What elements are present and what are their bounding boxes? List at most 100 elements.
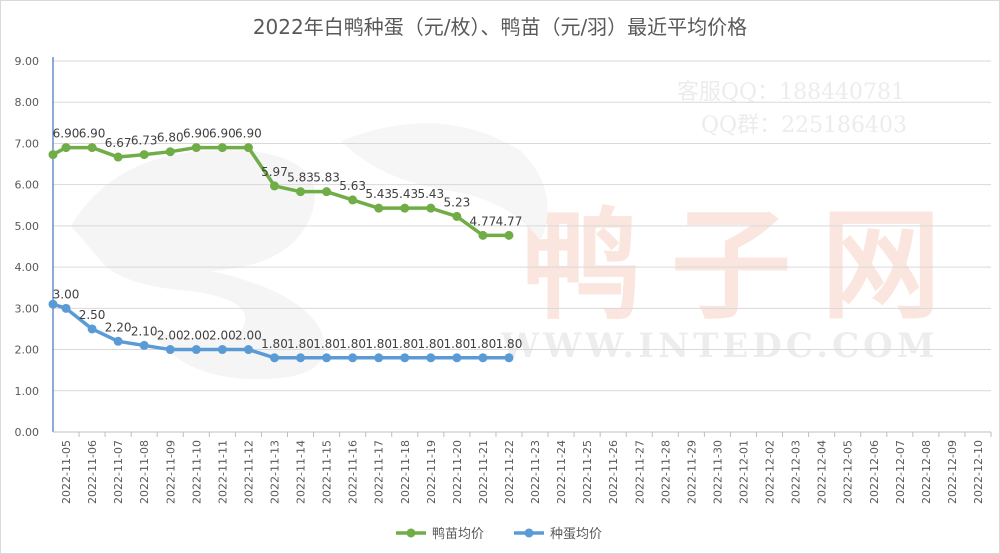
y-tick-label: 7.00	[15, 137, 40, 150]
data-point	[243, 345, 253, 355]
data-label: 5.23	[444, 195, 471, 209]
data-point	[504, 230, 514, 240]
data-label: 1.80	[391, 337, 418, 351]
data-point	[452, 211, 462, 221]
x-tick-label: 2022-11-25	[581, 440, 594, 504]
x-tick-label: 2022-11-30	[711, 440, 724, 504]
x-tick-label: 2022-12-05	[842, 440, 855, 504]
watermark: 客服QQ：188440781 QQ群：225186403 鸭子网 WWW.INT…	[71, 80, 971, 380]
data-label: 1.80	[287, 337, 314, 351]
data-point	[296, 187, 306, 197]
x-tick-label: 2022-12-01	[737, 440, 750, 504]
x-tick-label: 2022-11-27	[633, 440, 646, 504]
data-point	[243, 143, 253, 153]
x-tick-label: 2022-11-19	[425, 440, 438, 504]
x-tick-label: 2022-11-23	[529, 440, 542, 504]
axes: 0.00 1.00 2.00 3.00 4.00 5.00 6.00 7.00 8.00 9.00…	[15, 55, 992, 504]
data-point	[48, 299, 58, 309]
data-label: 6.90	[235, 127, 262, 141]
x-tick-label: 2022-11-17	[373, 440, 386, 504]
data-point	[478, 230, 488, 240]
data-label: 1.80	[444, 337, 471, 351]
legend-label-1: 鸭苗均价	[432, 527, 484, 542]
data-label: 6.73	[131, 134, 158, 148]
data-label: 5.43	[365, 187, 392, 201]
x-tick-label: 2022-12-09	[946, 440, 959, 504]
x-tick-label: 2022-11-16	[347, 440, 360, 504]
x-tick-label: 2022-11-09	[164, 440, 177, 504]
x-tick-label: 2022-11-10	[190, 440, 203, 504]
data-point	[348, 195, 358, 205]
data-point	[296, 353, 306, 363]
data-point	[322, 353, 332, 363]
x-tick-label: 2022-11-20	[451, 440, 464, 504]
data-label: 5.83	[287, 171, 314, 185]
data-point	[348, 353, 358, 363]
data-label: 2.00	[209, 329, 236, 343]
series	[48, 143, 514, 363]
data-label: 1.80	[365, 337, 392, 351]
data-point	[322, 187, 332, 197]
data-label: 6.80	[157, 131, 184, 145]
data-label: 2.50	[79, 308, 106, 322]
data-point	[217, 345, 227, 355]
data-labels: 6.90 6.906.67 6.73 6.80 6.90 6.90 6.905.97 5.83…	[53, 127, 523, 351]
x-tick-label: 2022-11-24	[555, 440, 568, 504]
x-tick-label: 2022-12-06	[868, 440, 881, 504]
data-point	[426, 203, 436, 213]
x-tick-label: 2022-11-28	[659, 440, 672, 504]
y-tick-label: 3.00	[15, 302, 40, 315]
y-tick-label: 2.00	[15, 344, 40, 357]
data-point	[374, 353, 384, 363]
data-point	[139, 150, 149, 160]
legend-marker-1	[406, 528, 416, 538]
x-tick-label: 2022-11-06	[86, 440, 99, 504]
data-point	[139, 340, 149, 350]
data-label: 2.10	[131, 324, 158, 338]
data-point	[87, 143, 97, 153]
x-tick-label: 2022-12-07	[894, 440, 907, 504]
legend-label-2: 种蛋均价	[550, 527, 602, 542]
data-point	[217, 143, 227, 153]
data-label: 6.90	[209, 127, 236, 141]
data-label: 5.63	[339, 179, 366, 193]
watermark-qq-service: 客服QQ：188440781	[677, 80, 905, 105]
data-label: 1.80	[313, 337, 340, 351]
chart-title: 2022年白鸭种蛋（元/枚）、鸭苗（元/羽）最近平均价格	[252, 15, 748, 39]
x-tick-label: 2022-11-13	[268, 440, 281, 504]
data-label: 2.20	[105, 320, 132, 334]
data-point	[400, 353, 410, 363]
x-tick-label: 2022-11-11	[216, 440, 229, 504]
data-label: 2.00	[157, 329, 184, 343]
data-point	[191, 345, 201, 355]
y-tick-label: 1.00	[15, 385, 40, 398]
data-point	[478, 353, 488, 363]
x-tick-label: 2022-12-08	[920, 440, 933, 504]
data-point	[374, 203, 384, 213]
data-label: 6.90	[183, 127, 210, 141]
data-label: 6.67	[105, 136, 132, 150]
data-label: 4.77	[470, 214, 497, 228]
data-point	[191, 143, 201, 153]
data-label: 5.43	[391, 187, 418, 201]
data-label: 1.80	[496, 337, 523, 351]
y-tick-label: 9.00	[15, 55, 40, 68]
data-label: 1.80	[339, 337, 366, 351]
data-label: 3.00	[53, 287, 80, 301]
legend: 鸭苗均价 种蛋均价	[396, 527, 602, 542]
x-tick-label: 2022-11-14	[295, 440, 308, 504]
data-label: 1.80	[470, 337, 497, 351]
y-tick-label: 8.00	[15, 96, 40, 109]
data-point	[61, 143, 71, 153]
data-label: 5.83	[313, 171, 340, 185]
data-label: 6.90	[53, 127, 80, 141]
data-point	[269, 353, 279, 363]
data-label: 5.43	[417, 187, 444, 201]
x-tick-label: 2022-11-22	[503, 440, 516, 504]
watermark-brand: 鸭子网	[521, 195, 971, 336]
y-tick-label: 6.00	[15, 179, 40, 192]
data-point	[426, 353, 436, 363]
watermark-site: WWW.INTEDC.COM	[500, 326, 938, 366]
